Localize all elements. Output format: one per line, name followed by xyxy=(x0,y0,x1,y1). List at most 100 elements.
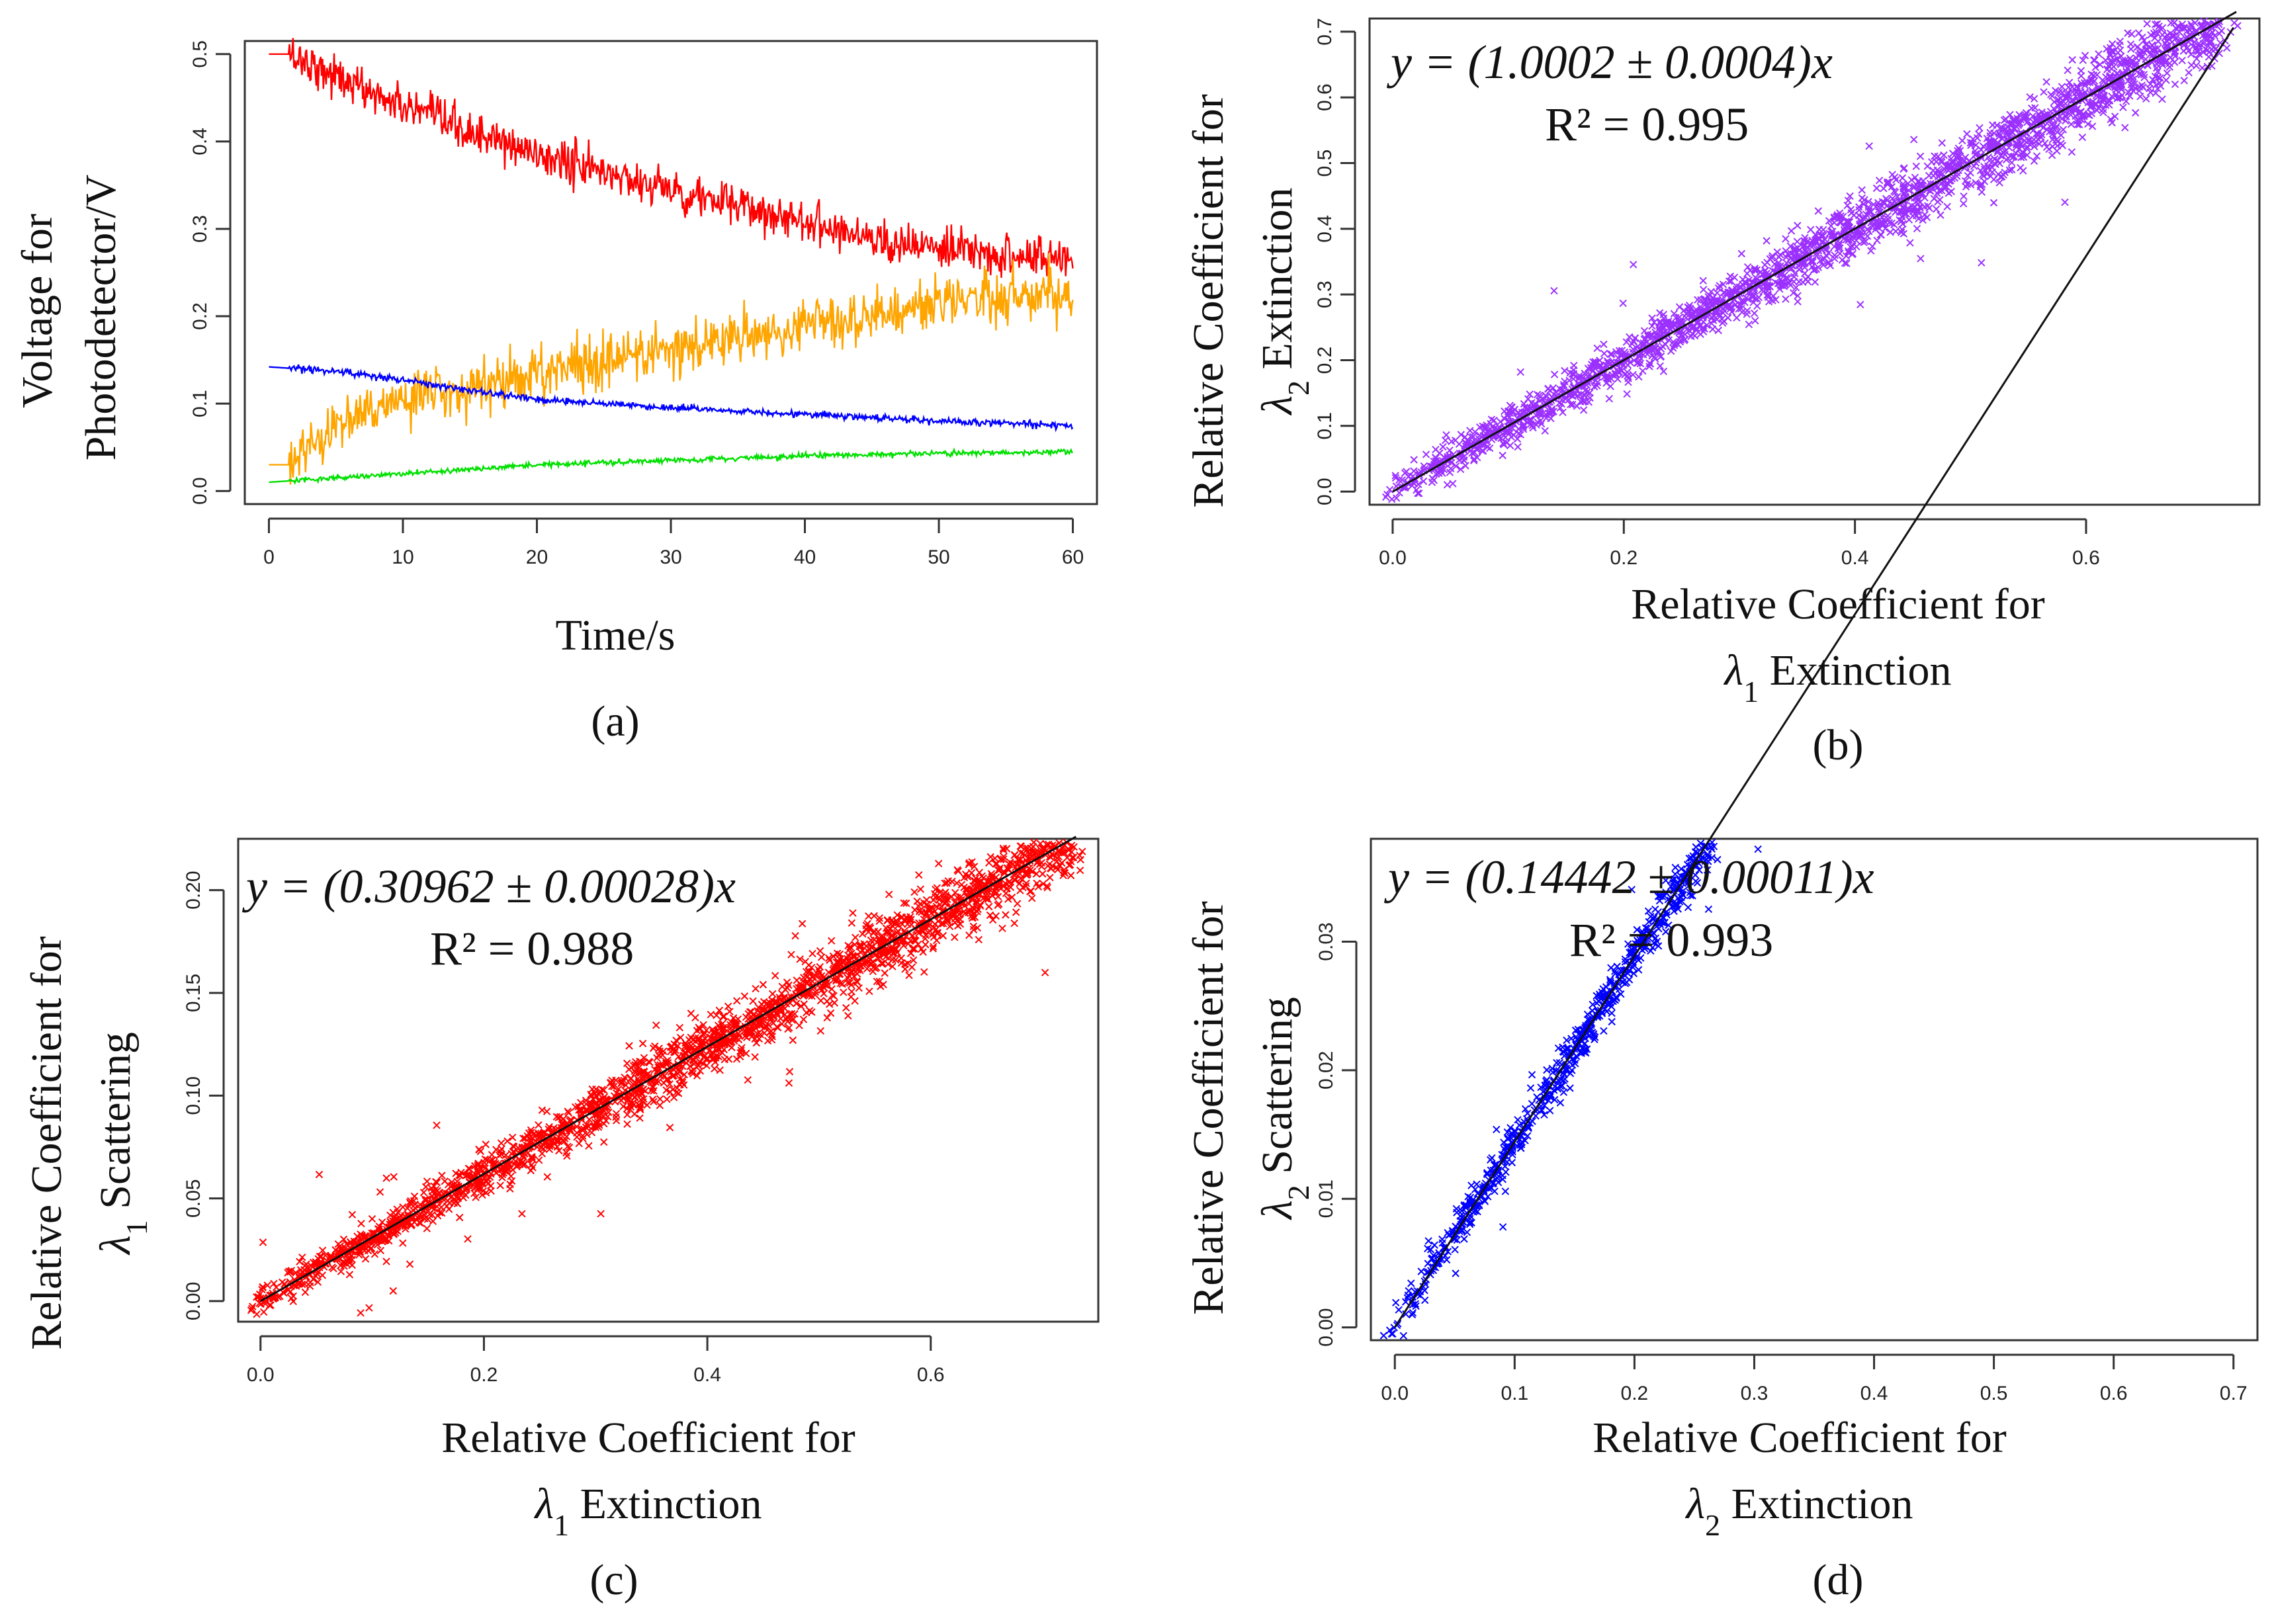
panel-b-r-squared: R² = 0.995 xyxy=(1545,98,1749,151)
y-tick-label: 0.3 xyxy=(1314,280,1336,308)
panel-c-y-lambda: λ xyxy=(91,1235,140,1256)
scatter-x-markers xyxy=(1381,17,2242,503)
panel-d: 0.0 0.1 0.2 0.3 0.4 0.5 0.6 0.7 0.000.010.020.0… xyxy=(1184,26,2259,1604)
panel-b-fit-line xyxy=(1392,11,2237,493)
panel-c-equation: y = (0.30962 ± 0.00028)x xyxy=(241,860,736,913)
scatter-x-markers xyxy=(1379,838,1762,1340)
panel-a: 0 10 20 30 40 50 60 0.0 0.1 0.2 0.3 0.4 0.5 Voltage… xyxy=(13,38,1098,746)
panel-b-y-lambda: λ xyxy=(1253,396,1301,416)
y-tick-label: 0.00 xyxy=(1315,1308,1337,1346)
x-tick-label: 20 xyxy=(526,546,548,568)
series-blue-line xyxy=(269,364,1074,433)
panel-a-x-label: Time/s xyxy=(556,611,676,660)
x-tick-label: 0.6 xyxy=(2072,547,2100,569)
panel-d-y-subscript: 2 xyxy=(1282,1185,1315,1200)
panel-d-x-subscript: 2 xyxy=(1705,1508,1720,1542)
y-tick-label: 0.02 xyxy=(1315,1051,1337,1090)
panel-d-x-label-line1: Relative Coefficient for xyxy=(1593,1414,2007,1462)
x-tick-label: 0.6 xyxy=(2100,1383,2128,1404)
y-tick-label: 0.0 xyxy=(1314,478,1336,505)
x-tick-label: 0.3 xyxy=(1741,1383,1769,1404)
x-tick-label: 0.7 xyxy=(2220,1383,2248,1404)
panel-c-label: (c) xyxy=(590,1556,638,1604)
panel-d-x-label-line2: λ2 Extinction xyxy=(1684,1480,1913,1542)
panel-b-y-axis: 0.0 0.1 0.2 0.3 0.4 0.5 0.6 0.7 xyxy=(1314,18,1356,505)
y-tick-label: 0.5 xyxy=(1314,150,1336,177)
panel-a-x-axis: 0 10 20 30 40 50 60 xyxy=(263,517,1084,568)
panel-d-y-label-line2: λ2 Scattering xyxy=(1253,997,1315,1220)
panel-b-x-lambda: λ xyxy=(1723,646,1743,695)
x-tick-label: 60 xyxy=(1062,546,1084,568)
y-tick-label: 0.6 xyxy=(1314,83,1336,111)
panel-c-x-label-line2: λ1 Extinction xyxy=(533,1480,762,1542)
panel-d-x-axis: 0.0 0.1 0.2 0.3 0.4 0.5 0.6 0.7 xyxy=(1381,1353,2248,1404)
y-tick-label: 0.4 xyxy=(1314,215,1336,243)
panel-d-y-label-rest: Scattering xyxy=(1253,997,1301,1185)
panel-a-y-label-line1: Voltage for xyxy=(13,214,62,408)
y-tick-label: 0.15 xyxy=(183,974,204,1012)
panel-b-scatter-points xyxy=(1381,17,2242,503)
panel-d-y-axis: 0.00 0.01 0.02 0.03 xyxy=(1315,922,1358,1347)
y-tick-label: 0.03 xyxy=(1315,922,1337,961)
panel-d-y-label-line1: Relative Coefficient for xyxy=(1184,901,1233,1315)
x-tick-label: 50 xyxy=(928,546,949,568)
panel-a-y-axis: 0.0 0.1 0.2 0.3 0.4 0.5 xyxy=(189,40,232,505)
y-tick-label: 0.7 xyxy=(1314,18,1336,46)
panel-b-x-label-line1: Relative Coefficient for xyxy=(1631,580,2045,628)
panel-d-label: (d) xyxy=(1813,1556,1864,1604)
panel-b-plot-frame xyxy=(1368,17,2261,506)
y-tick-label: 0.1 xyxy=(1314,412,1336,440)
panel-c-x-subscript: 1 xyxy=(554,1508,569,1542)
panel-c-y-subscript: 1 xyxy=(120,1220,153,1235)
y-tick-label: 0.20 xyxy=(183,871,204,909)
y-tick-label: 0.10 xyxy=(183,1076,204,1115)
x-tick-label: 0.4 xyxy=(1860,1383,1888,1404)
y-tick-label: 0.00 xyxy=(183,1282,204,1320)
panel-a-plot-frame xyxy=(243,40,1098,505)
panel-a-label: (a) xyxy=(591,697,639,746)
panel-c-fit-line xyxy=(260,835,1076,1303)
x-tick-label: 0.4 xyxy=(693,1364,721,1386)
series-green-line xyxy=(269,447,1074,485)
panel-b-y-label-line1: Relative Coefficient for xyxy=(1184,94,1233,508)
y-tick-label: 0.3 xyxy=(189,215,211,243)
panel-b: 0.0 0.2 0.4 0.6 0.0 0.1 0.2 0.3 0.4 0.5 0.6 0.7 y … xyxy=(1184,11,2261,769)
y-tick-label: 0.4 xyxy=(189,128,211,155)
x-tick-label: 0.1 xyxy=(1501,1383,1528,1404)
y-tick-label: 0.0 xyxy=(189,477,211,505)
y-tick-label: 0.5 xyxy=(189,40,211,68)
panel-b-y-label-line2: λ2 Extinction xyxy=(1253,187,1315,415)
x-tick-label: 0.0 xyxy=(1379,547,1407,569)
x-tick-label: 0.4 xyxy=(1841,547,1869,569)
x-tick-label: 40 xyxy=(794,546,816,568)
panel-d-equation: y = (0.14442 ± 0.00011)x xyxy=(1383,851,1874,904)
panel-c-x-label-rest: Extinction xyxy=(569,1480,762,1528)
panel-b-x-label-rest: Extinction xyxy=(1759,646,1951,695)
panel-c: 0.0 0.2 0.4 0.6 0.00 0.05 0.10 0.15 0.20 y = (0… xyxy=(22,835,1100,1604)
x-tick-label: 0.5 xyxy=(1980,1383,2008,1404)
panel-c-scatter-points xyxy=(247,838,1086,1318)
panel-c-y-label-line2: λ1 Scattering xyxy=(91,1032,153,1256)
series-red-line xyxy=(269,38,1074,278)
panel-c-x-axis: 0.0 0.2 0.4 0.6 xyxy=(247,1335,945,1386)
panel-c-y-label-line1: Relative Coefficient for xyxy=(22,936,71,1350)
panel-b-label: (b) xyxy=(1813,721,1864,769)
panel-c-y-axis: 0.00 0.05 0.10 0.15 0.20 xyxy=(183,871,225,1320)
panel-c-plot-frame xyxy=(237,837,1100,1323)
y-tick-label: 0.2 xyxy=(189,302,211,330)
x-tick-label: 0.0 xyxy=(1381,1383,1409,1404)
x-tick-label: 0.2 xyxy=(1610,547,1638,569)
panel-b-x-subscript: 1 xyxy=(1743,675,1759,708)
x-tick-label: 10 xyxy=(392,546,414,568)
y-tick-label: 0.1 xyxy=(189,390,211,417)
panel-d-plot-frame xyxy=(1370,837,2259,1342)
panel-b-y-subscript: 2 xyxy=(1282,380,1315,396)
panel-d-scatter-points xyxy=(1379,838,1762,1340)
scatter-x-markers xyxy=(247,838,1086,1318)
x-tick-label: 0 xyxy=(263,546,275,568)
panel-d-fit-line xyxy=(1393,26,2235,1328)
series-orange-line xyxy=(269,253,1074,485)
panel-c-x-label-line1: Relative Coefficient for xyxy=(441,1414,855,1462)
x-tick-label: 0.2 xyxy=(1621,1383,1649,1404)
